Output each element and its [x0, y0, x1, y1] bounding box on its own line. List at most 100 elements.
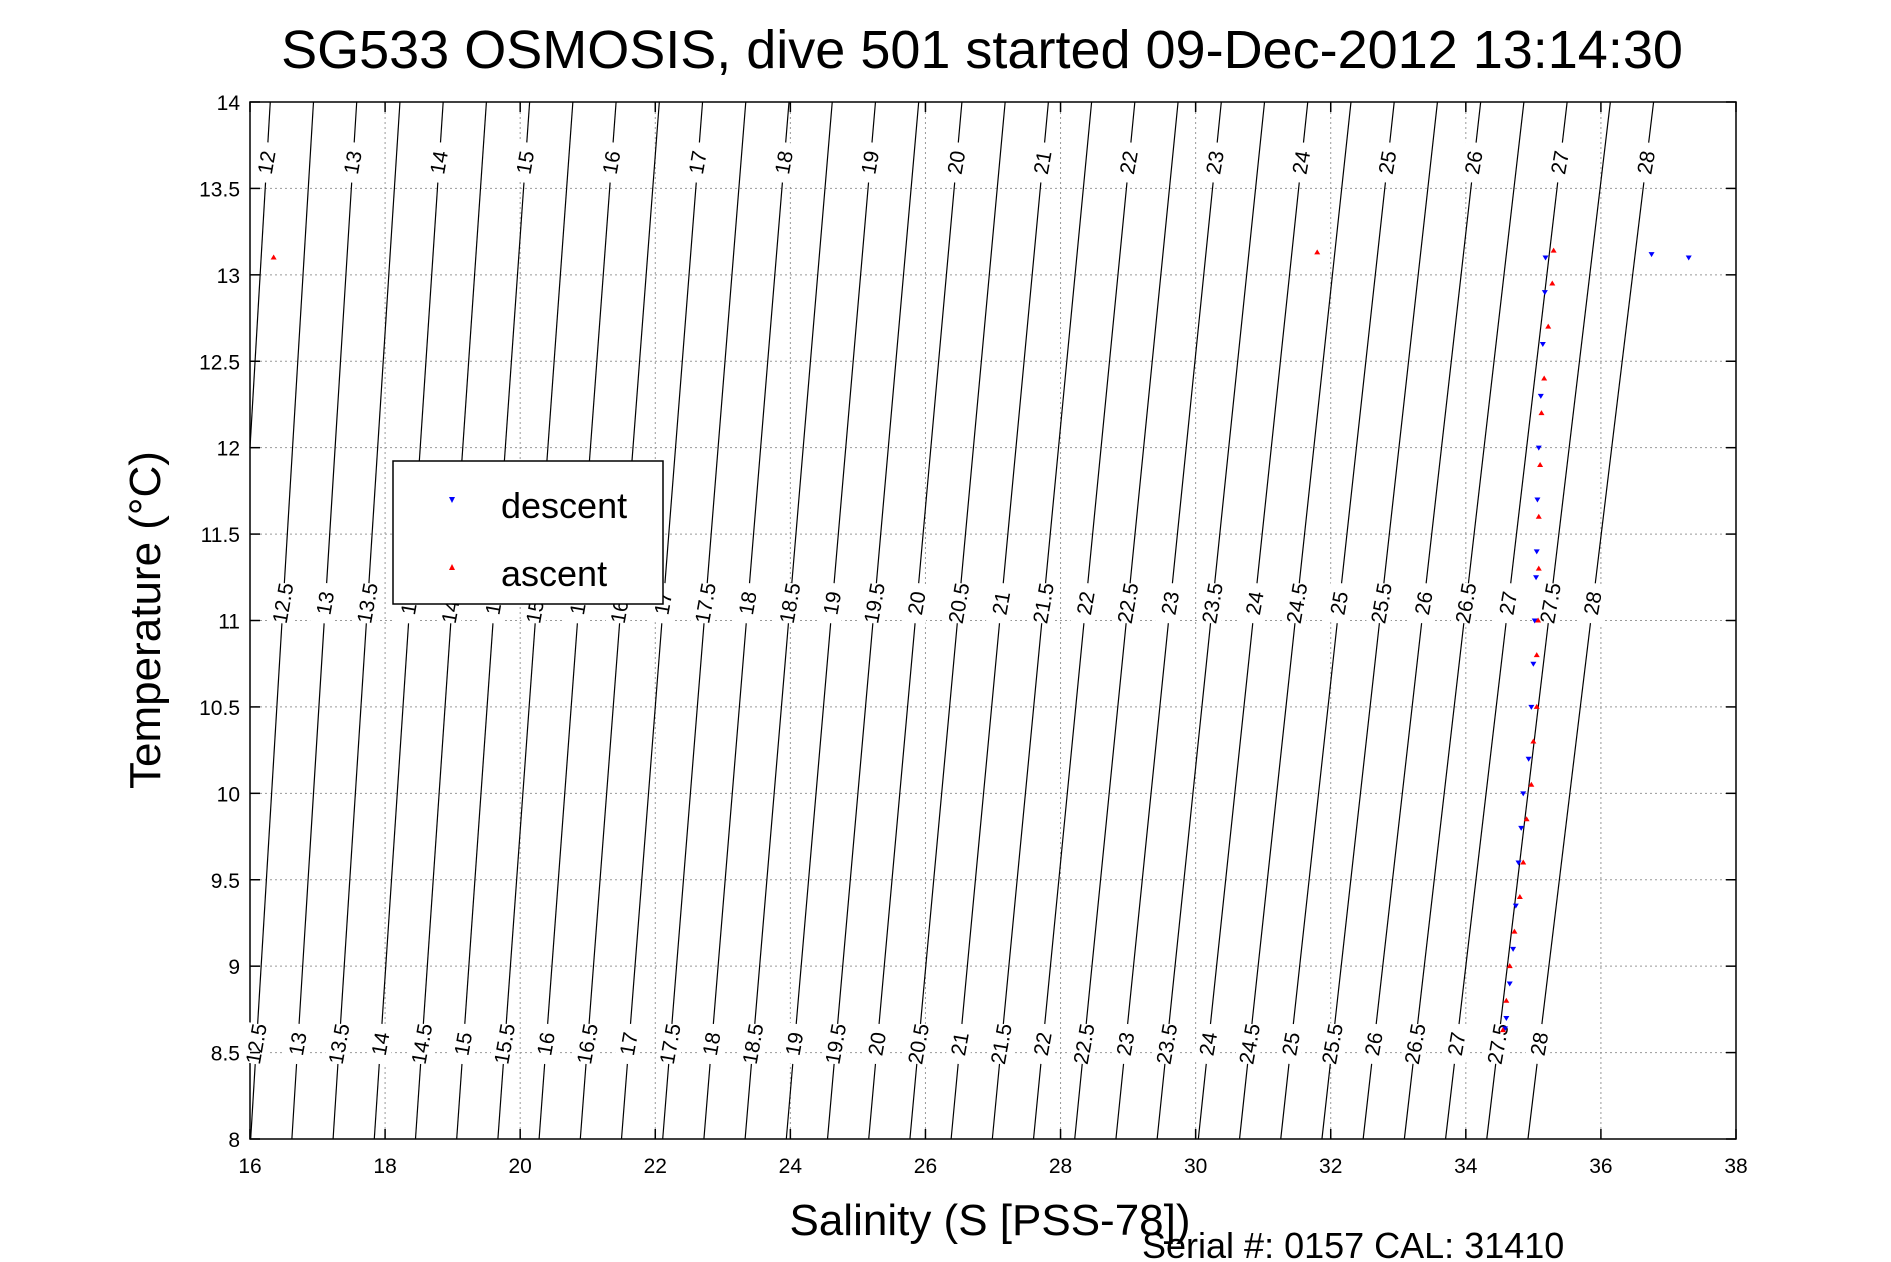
density-contour-label-text: 20 — [944, 149, 971, 176]
y-tick-label: 12.5 — [199, 351, 240, 374]
density-contour-label-text: 20.5 — [945, 581, 975, 625]
density-contour-label: 18 — [768, 140, 800, 185]
density-contour-label-text: 28 — [1527, 1031, 1554, 1058]
ascent-point — [1535, 617, 1542, 623]
density-contour-label: 24 — [1239, 581, 1271, 625]
ascent-point — [1528, 781, 1535, 787]
y-axis-label: Temperature (°C) — [121, 451, 170, 789]
descent-point — [1541, 290, 1548, 296]
data-points — [270, 247, 1692, 1033]
y-tick-label: 10.5 — [199, 697, 240, 720]
density-contour-label: 22 — [1113, 140, 1145, 185]
density-contour-label: 26 — [1358, 1022, 1390, 1066]
density-contour-label: 13 — [337, 140, 369, 185]
density-contour-label: 27 — [1441, 1022, 1472, 1066]
ascent-point — [1535, 513, 1542, 519]
descent-point — [1515, 860, 1522, 866]
x-tick-label: 30 — [1184, 1155, 1207, 1178]
density-contour-label: 18.5 — [774, 581, 805, 625]
density-contour-label-text: 26.5 — [1452, 581, 1482, 625]
descent-point — [1503, 1016, 1510, 1022]
density-contour-label-text: 12.5 — [269, 581, 299, 625]
descent-point — [1531, 618, 1538, 624]
density-contour-label: 17 — [682, 140, 714, 185]
ascent-point — [1506, 963, 1513, 969]
density-contour-label-text: 23.5 — [1153, 1022, 1183, 1066]
density-contour-label-text: 27.5 — [1484, 1022, 1514, 1066]
x-tick-label: 28 — [1049, 1155, 1072, 1178]
descent-point — [1533, 575, 1540, 581]
y-tick-label: 11.5 — [201, 524, 240, 547]
density-contour-label-text: 21 — [947, 1031, 974, 1058]
density-contour-label-text: 25 — [1278, 1031, 1305, 1058]
ascent-point — [1499, 1027, 1506, 1033]
density-contour-label: 18 — [732, 581, 764, 625]
density-contour-label-text: 28 — [1633, 149, 1660, 176]
density-contour-label: 25.5 — [1317, 1022, 1348, 1066]
density-contour-label: 16.5 — [572, 1022, 603, 1066]
x-tick-label: 22 — [644, 1155, 667, 1178]
ascent-point — [1516, 894, 1523, 900]
density-contour-label: 23 — [1155, 581, 1186, 625]
density-contour-label-text: 12.5 — [242, 1022, 272, 1066]
density-contour-label: 27.5 — [1482, 1022, 1514, 1066]
density-contour-label: 17.5 — [655, 1022, 686, 1066]
density-contour-label-text: 19 — [857, 149, 884, 176]
descent-point — [1501, 1026, 1508, 1032]
density-contour-label-text: 22 — [1073, 590, 1100, 617]
density-contour-label-text: 18 — [735, 590, 762, 617]
density-contour-label-text: 14 — [368, 1030, 395, 1057]
density-contour-label-text: 27.5 — [1536, 581, 1566, 625]
density-contour-label-text: 26.5 — [1401, 1022, 1431, 1066]
density-contour-label: 20.5 — [943, 581, 975, 625]
density-contour-label-text: 12 — [254, 149, 281, 176]
density-contour-label-text: 20 — [864, 1031, 891, 1058]
density-contour-label-text: 21.5 — [1029, 581, 1059, 625]
density-contour-label: 19.5 — [859, 581, 890, 625]
descent-point — [1534, 497, 1541, 503]
density-contour-label: 23 — [1199, 140, 1231, 185]
density-contour-label-text: 24.5 — [1235, 1022, 1265, 1066]
descent-point — [1506, 981, 1513, 987]
density-contour-label: 20 — [901, 581, 933, 625]
density-contour-label-text: 24 — [1289, 149, 1316, 176]
ascent-point — [1520, 859, 1527, 865]
density-contour-label-text: 13 — [285, 1031, 312, 1058]
y-tick-label: 11 — [218, 611, 240, 634]
ascent-point — [1535, 565, 1542, 571]
density-contour-label-text: 25.5 — [1318, 1022, 1348, 1066]
density-contour-label-text: 19.5 — [860, 581, 890, 625]
density-contour-label: 20.5 — [903, 1022, 934, 1066]
descent-point — [1510, 946, 1517, 952]
density-contour-label-text: 25 — [1375, 149, 1402, 176]
density-contour-label: 13 — [310, 581, 341, 625]
density-contour-label-text: 18.5 — [739, 1022, 769, 1066]
descent-point — [1520, 791, 1527, 797]
density-contour-label-text: 27 — [1444, 1031, 1471, 1058]
legend-box — [392, 460, 664, 605]
density-contour-label: 20 — [941, 140, 972, 185]
density-contour-label: 22.5 — [1112, 581, 1143, 625]
density-contour-label: 14 — [365, 1022, 396, 1066]
density-contour-label-text: 16 — [533, 1031, 560, 1058]
y-tick-label: 8.5 — [211, 1043, 240, 1066]
chart-title: SG533 OSMOSIS, dive 501 started 09-Dec-2… — [281, 20, 1683, 80]
density-contour-label-text: 23.5 — [1198, 581, 1228, 625]
x-tick-label: 26 — [914, 1155, 937, 1178]
density-contour-label-text: 15.5 — [490, 1022, 520, 1066]
density-contour-label: 24.5 — [1281, 581, 1312, 625]
density-contour-label-text: 26 — [1461, 149, 1488, 176]
descent-point — [1528, 704, 1535, 710]
ascent-point — [1530, 738, 1537, 744]
density-contour-label: 12.5 — [267, 581, 299, 625]
density-contour-label: 25 — [1324, 581, 1355, 625]
density-contour-label-text: 17 — [685, 149, 712, 176]
density-contour-label: 19 — [817, 581, 848, 625]
serial-cal-footer: Serial #: 0157 CAL: 31410 — [1142, 1225, 1564, 1262]
y-tick-label: 13 — [217, 265, 240, 288]
density-contour-label-text: 13.5 — [325, 1022, 355, 1066]
descent-point — [1535, 445, 1542, 451]
ascent-point — [1537, 461, 1544, 467]
density-contour-label-text: 17.5 — [691, 581, 721, 625]
